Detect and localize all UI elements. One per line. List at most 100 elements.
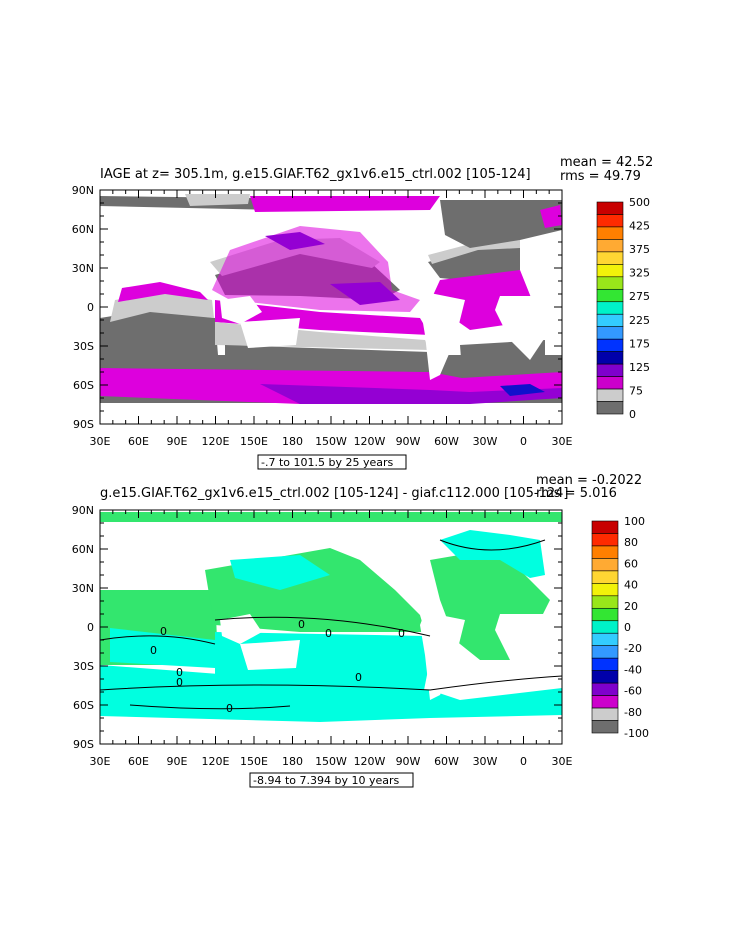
p2-contour-label: 0 [176, 676, 183, 689]
panel-1-colorbar: 500 425 375 325 275 225 175 125 75 0 [596, 196, 650, 421]
p1-colorbar-label: 375 [629, 243, 650, 256]
p2-colorbar-label: 60 [624, 557, 638, 570]
p1-colorbar-swatch [596, 226, 624, 240]
p1-colorbar-swatch [596, 264, 624, 278]
p1-y-tick-label: 30S [73, 340, 94, 353]
p2-contour-label: 0 [176, 666, 183, 679]
p1-colorbar-swatch [596, 214, 624, 228]
p2-colorbar-swatch [591, 583, 619, 597]
panel-2-title: g.e15.GIAF.T62_gx1v6.e15_ctrl.002 [105-1… [100, 486, 569, 501]
p1-arctic-magenta [250, 196, 440, 212]
p1-colorbar-swatch [596, 313, 624, 328]
p2-y-tick-label: 60S [73, 699, 94, 712]
p2-x-tick-label: 180 [282, 755, 303, 768]
p1-x-tick-label: 30E [552, 435, 573, 448]
p1-x-tick-label: 0 [520, 435, 527, 448]
p1-colorbar-swatch [596, 338, 624, 352]
p2-natl-cyan [440, 530, 545, 578]
panel-1-title: IAGE at z= 305.1m, g.e15.GIAF.T62_gx1v6.… [100, 167, 531, 182]
p1-colorbar-label: 225 [629, 314, 650, 327]
p1-x-tick-label: 60W [434, 435, 459, 448]
p2-x-tick-label: 30W [473, 755, 498, 768]
p1-land-maritime [220, 296, 262, 324]
p1-colorbar-swatch [596, 363, 624, 377]
p1-indian-light [110, 292, 214, 322]
p2-colorbar-swatch [591, 632, 619, 647]
p1-x-tick-label: 60E [128, 435, 149, 448]
p1-x-tick-label: 180 [282, 435, 303, 448]
p1-spac-dark [225, 345, 430, 372]
panel-2-range-note: -8.94 to 7.394 by 10 years [253, 774, 400, 787]
p2-x-tick-label: 150W [315, 755, 347, 768]
p2-x-tick-label: 120W [354, 755, 386, 768]
panel-2-rms: rms = 5.016 [536, 486, 617, 501]
p2-colorbar-swatch [591, 570, 619, 584]
panel-1: mean = 42.52 rms = 49.79 IAGE at z= 305.… [72, 155, 653, 470]
p2-indian-cyan [110, 628, 215, 668]
p2-x-tick-label: 150E [240, 755, 268, 768]
p2-contour-label: 0 [226, 702, 233, 715]
p1-y-tick-label: 0 [87, 301, 94, 314]
p2-colorbar-swatch [591, 670, 619, 684]
panel-2: mean = -0.2022 rms = 5.016 g.e15.GIAF.T6… [72, 473, 649, 788]
p2-npac-cyan [230, 555, 330, 590]
p1-colorbar-label: 425 [629, 220, 650, 233]
p2-colorbar-swatch [591, 645, 619, 659]
p2-y-tick-label: 60N [72, 543, 94, 556]
p2-colorbar-swatch [591, 558, 619, 572]
p2-colorbar-swatch [591, 520, 619, 534]
panel-1-range-note: -.7 to 101.5 by 25 years [261, 456, 394, 469]
p2-colorbar-swatch [591, 533, 619, 547]
p2-y-tick-label: 30N [72, 582, 94, 595]
p2-x-tick-label: 30E [552, 755, 573, 768]
p2-land-maritime [220, 614, 262, 644]
p2-contour-label: 0 [298, 618, 305, 631]
p2-south-cyan [100, 665, 562, 722]
panel-1-rms: rms = 49.79 [560, 169, 641, 184]
p2-colorbar-label: 0 [624, 621, 631, 634]
p2-colorbar-label: -80 [624, 706, 642, 719]
p1-colorbar-swatch [596, 376, 624, 390]
p2-contour [439, 539, 546, 551]
p2-x-tick-label: 60W [434, 755, 459, 768]
p2-land-samerica [420, 612, 465, 700]
panel-1-x-axis: 30E 60E 90E 120E 150E 180 150W 120W 90W 60W 30W 0 30… [90, 190, 573, 448]
p1-colorbar-swatch [596, 351, 624, 365]
p2-x-tick-label: 60E [128, 755, 149, 768]
p2-colorbar-label: -100 [624, 727, 649, 740]
p1-y-tick-label: 90N [72, 184, 94, 197]
p1-y-tick-label: 60N [72, 223, 94, 236]
p1-colorbar-label: 500 [629, 196, 650, 209]
p2-land-africa [495, 614, 550, 680]
p1-colorbar-label: 75 [629, 384, 643, 397]
p2-colorbar-swatch [591, 595, 619, 609]
p2-x-tick-label: 120E [202, 755, 230, 768]
p2-colorbar-swatch [591, 695, 619, 709]
p1-colorbar-swatch [596, 276, 624, 290]
p1-indian-magenta [118, 282, 208, 302]
p2-colorbar-swatch [591, 545, 619, 559]
p2-colorbar-label: 20 [624, 600, 638, 613]
p2-x-tick-label: 90E [167, 755, 188, 768]
p1-colorbar-swatch [596, 288, 624, 303]
p2-colorbar-swatch [591, 657, 619, 671]
p1-land-samerica [420, 292, 465, 380]
p2-contour [129, 704, 291, 710]
p2-colorbar-label: -60 [624, 685, 642, 698]
p1-x-tick-label: 90W [396, 435, 421, 448]
p2-x-tick-label: 30E [90, 755, 111, 768]
p2-colorbar-label: 100 [624, 515, 645, 528]
p1-southern-purple [260, 384, 562, 404]
p1-colorbar-label: 175 [629, 337, 650, 350]
p1-colorbar-swatch [596, 388, 624, 402]
p1-colorbar-swatch [596, 239, 624, 253]
p2-colorbar-swatch [591, 707, 619, 721]
p2-y-tick-label: 90N [72, 504, 94, 517]
p1-gin-dark [440, 200, 562, 248]
p2-y-tick-label: 30S [73, 660, 94, 673]
p2-colorbar-label: -40 [624, 663, 642, 676]
panel-2-map: 0 0 0 0 0 0 0 0 0 [99, 509, 563, 745]
p1-arctic-light [185, 194, 250, 206]
